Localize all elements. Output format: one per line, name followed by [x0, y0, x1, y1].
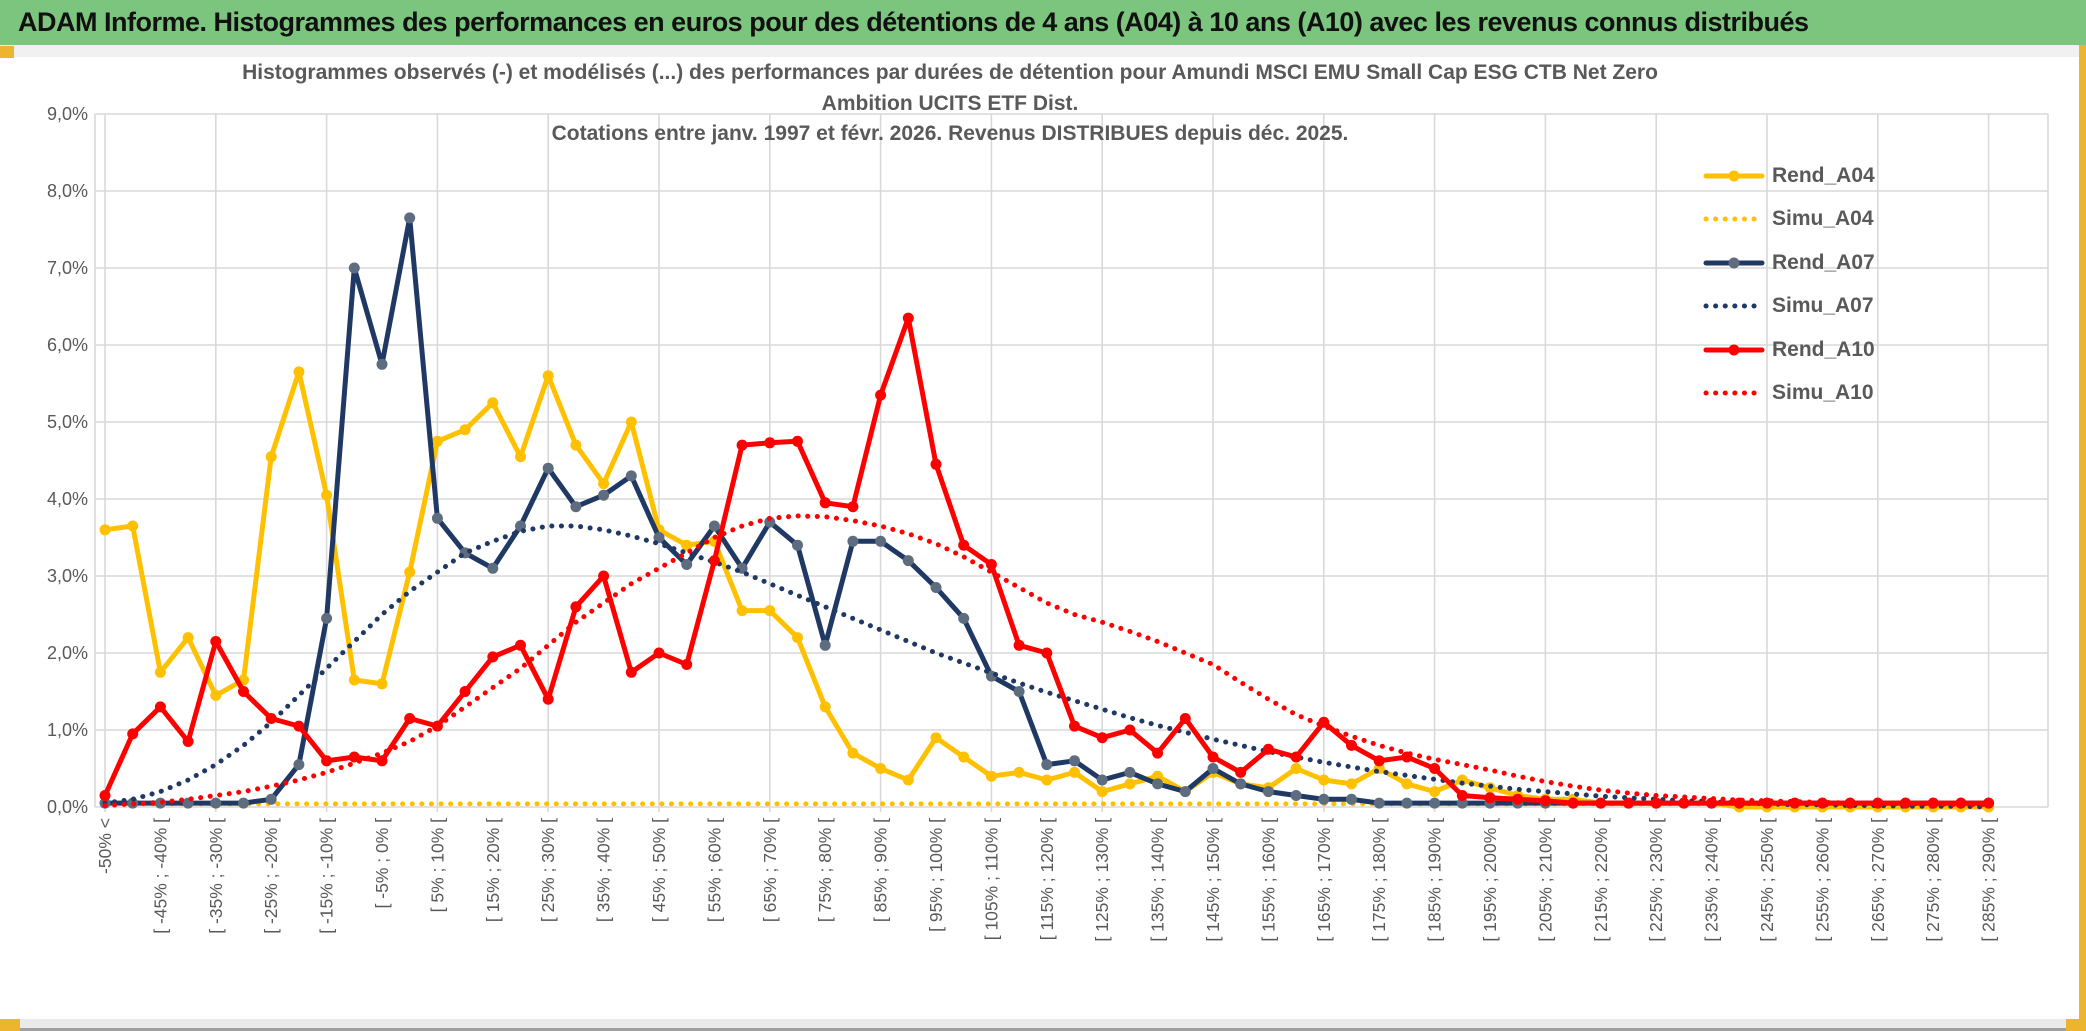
chart-legend: Rend_A04 Simu_A04 Rend_A07 Simu_A07 Rend_A10…	[1703, 154, 1875, 415]
x-tick-label: [ 265% ; 270% [	[1868, 818, 1888, 942]
x-tick-label: [ 25% ; 30% [	[538, 818, 558, 922]
legend-item-rend_a07: Rend_A07	[1703, 241, 1875, 285]
x-tick-label: [ 215% ; 220% [	[1591, 818, 1611, 942]
legend-item-rend_a10: Rend_A10	[1703, 328, 1875, 372]
x-tick-label: [ 155% ; 160% [	[1258, 818, 1278, 942]
chart-title-line2: Ambition UCITS ETF Dist.	[821, 91, 1079, 115]
x-tick-label: [ 95% ; 100% [	[926, 818, 946, 932]
y-tick-label: 8,0%	[47, 181, 88, 201]
legend-label: Simu_A04	[1772, 207, 1874, 231]
gridlines	[94, 113, 2049, 812]
chart-title-line3: Cotations entre janv. 1997 et févr. 2026…	[551, 122, 1349, 145]
x-tick-label: [ 235% ; 240% [	[1702, 818, 1722, 942]
legend-swatch-solid	[1703, 257, 1765, 269]
x-tick-label: [ 105% ; 110% [	[981, 818, 1001, 940]
legend-swatch-solid	[1703, 344, 1765, 356]
title-bar-text: ADAM Informe. Histogrammes des performan…	[18, 7, 1809, 37]
legend-label: Simu_A07	[1772, 294, 1874, 318]
y-tick-label: 4,0%	[47, 489, 88, 509]
x-tick-label: [ 45% ; 50% [	[649, 818, 669, 922]
markers-rend_a04	[99, 366, 1995, 813]
x-tick-label: [ 175% ; 180% [	[1369, 818, 1389, 942]
x-tick-label: [ 55% ; 60% [	[704, 818, 724, 922]
title-bar: ADAM Informe. Histogrammes des performan…	[0, 0, 2086, 45]
yellow-accent-bottom-left	[0, 1019, 20, 1031]
x-tick-label: [ 225% ; 230% [	[1646, 818, 1666, 942]
x-tick-label: [ 285% ; 290% [	[1979, 818, 1999, 942]
x-tick-label: [ 195% ; 200% [	[1480, 818, 1500, 942]
x-tick-label: [ 35% ; 40% [	[594, 818, 614, 922]
x-tick-label: [ -5% ; 0% [	[372, 818, 392, 909]
series-rend_a04	[102, 369, 1992, 810]
series-simu_a07	[102, 523, 1992, 810]
legend-label: Rend_A04	[1772, 163, 1875, 187]
x-tick-label: [ 115% ; 120% [	[1037, 818, 1057, 940]
titlebar-underline	[0, 45, 2086, 57]
x-tick-label: [ 145% ; 150% [	[1203, 818, 1223, 942]
chart-title-line1: Histogrammes observés (-) et modélisés (…	[242, 61, 1658, 84]
x-tick-label: [ 125% ; 130% [	[1092, 818, 1112, 942]
yellow-accent-right-edge	[2079, 45, 2086, 1031]
yellow-accent-top-left	[0, 46, 14, 58]
y-tick-label: 0,0%	[47, 797, 88, 817]
y-tick-label: 5,0%	[47, 412, 88, 432]
legend-item-simu_a07: Simu_A07	[1703, 285, 1875, 329]
x-tick-label: [ 85% ; 90% [	[871, 818, 891, 922]
x-tick-label: [ 165% ; 170% [	[1314, 818, 1334, 942]
x-tick-label: [ -45% ; -40% [	[150, 818, 170, 934]
x-tick-label: [ 135% ; 140% [	[1148, 818, 1168, 942]
legend-item-simu_a04: Simu_A04	[1703, 198, 1875, 242]
bottom-edge-line	[0, 1028, 2086, 1031]
y-tick-label: 6,0%	[47, 335, 88, 355]
chart-title: Histogrammes observés (-) et modélisés (…	[200, 58, 1700, 150]
legend-swatch-dotted	[1703, 216, 1765, 222]
x-tick-label: [ 75% ; 80% [	[815, 818, 835, 922]
yellow-accent-bottom-right	[2066, 1019, 2086, 1031]
x-axis-labels: -50% < [ -45% ; -40% [ [ -35% ; -30% [ [ -2…	[95, 818, 1999, 942]
x-tick-label: [ 65% ; 70% [	[760, 818, 780, 922]
y-tick-label: 3,0%	[47, 566, 88, 586]
legend-swatch-solid	[1703, 170, 1765, 182]
y-tick-label: 2,0%	[47, 643, 88, 663]
legend-item-simu_a10: Simu_A10	[1703, 372, 1875, 416]
x-tick-label: [ 5% ; 10% [	[427, 818, 447, 912]
x-tick-label: [ 255% ; 260% [	[1812, 818, 1832, 942]
y-axis-labels: 9,0% 8,0% 7,0% 6,0% 5,0% 4,0% 3,0% 2,0% 1,0% 0,0%	[47, 104, 88, 817]
legend-label: Simu_A10	[1772, 381, 1874, 405]
series-simu_a10	[102, 513, 1992, 808]
legend-swatch-dotted	[1703, 390, 1765, 396]
x-tick-label: [ 15% ; 20% [	[483, 818, 503, 922]
x-tick-label: [ 205% ; 210% [	[1535, 818, 1555, 942]
legend-swatch-dotted	[1703, 303, 1765, 309]
legend-item-rend_a04: Rend_A04	[1703, 154, 1875, 198]
y-tick-label: 7,0%	[47, 258, 88, 278]
x-tick-label: -50% <	[95, 818, 115, 874]
x-tick-label: [ 245% ; 250% [	[1757, 818, 1777, 942]
y-tick-label: 9,0%	[47, 104, 88, 124]
x-tick-label: [ -25% ; -20% [	[261, 818, 281, 934]
legend-label: Rend_A07	[1772, 250, 1875, 274]
x-tick-label: [ -35% ; -30% [	[206, 818, 226, 934]
x-tick-label: [ 185% ; 190% [	[1425, 818, 1445, 942]
x-tick-label: [ 275% ; 280% [	[1923, 818, 1943, 942]
legend-label: Rend_A10	[1772, 337, 1875, 361]
x-tick-label: [ -15% ; -10% [	[317, 818, 337, 934]
y-tick-label: 1,0%	[47, 720, 88, 740]
